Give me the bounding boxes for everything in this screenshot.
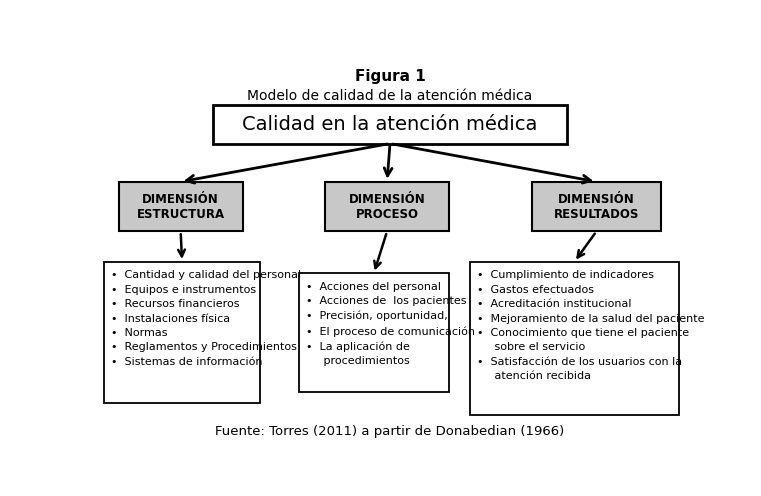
Text: Fuente: Torres (2011) a partir de Donabedian (1966): Fuente: Torres (2011) a partir de Donabe… [215,426,565,438]
Text: Figura 1: Figura 1 [355,69,425,84]
Bar [325,182,449,231]
Bar [298,273,449,392]
Bar [213,105,567,143]
Text: •  Acciones del personal
•  Acciones de  los pacientes
•  Precisión, oportunidad: • Acciones del personal • Acciones de lo… [306,282,475,366]
Text: •  Cumplimiento de indicadores
•  Gastos efectuados
•  Acreditación instituciona: • Cumplimiento de indicadores • Gastos e… [476,270,704,381]
Text: •  Cantidad y calidad del personal
•  Equipos e instrumentos
•  Recursos financi: • Cantidad y calidad del personal • Equi… [111,270,301,367]
Bar [104,262,260,403]
Bar [531,182,661,231]
Text: DIMENSIÓN
ESTRUCTURA: DIMENSIÓN ESTRUCTURA [136,192,224,221]
Bar [470,262,679,415]
Text: Modelo de calidad de la atención médica: Modelo de calidad de la atención médica [247,89,533,103]
Bar [119,182,243,231]
Text: Calidad en la atención médica: Calidad en la atención médica [242,115,538,134]
Text: DIMENSIÓN
RESULTADOS: DIMENSIÓN RESULTADOS [554,192,639,221]
Text: DIMENSIÓN
PROCESO: DIMENSIÓN PROCESO [349,192,425,221]
